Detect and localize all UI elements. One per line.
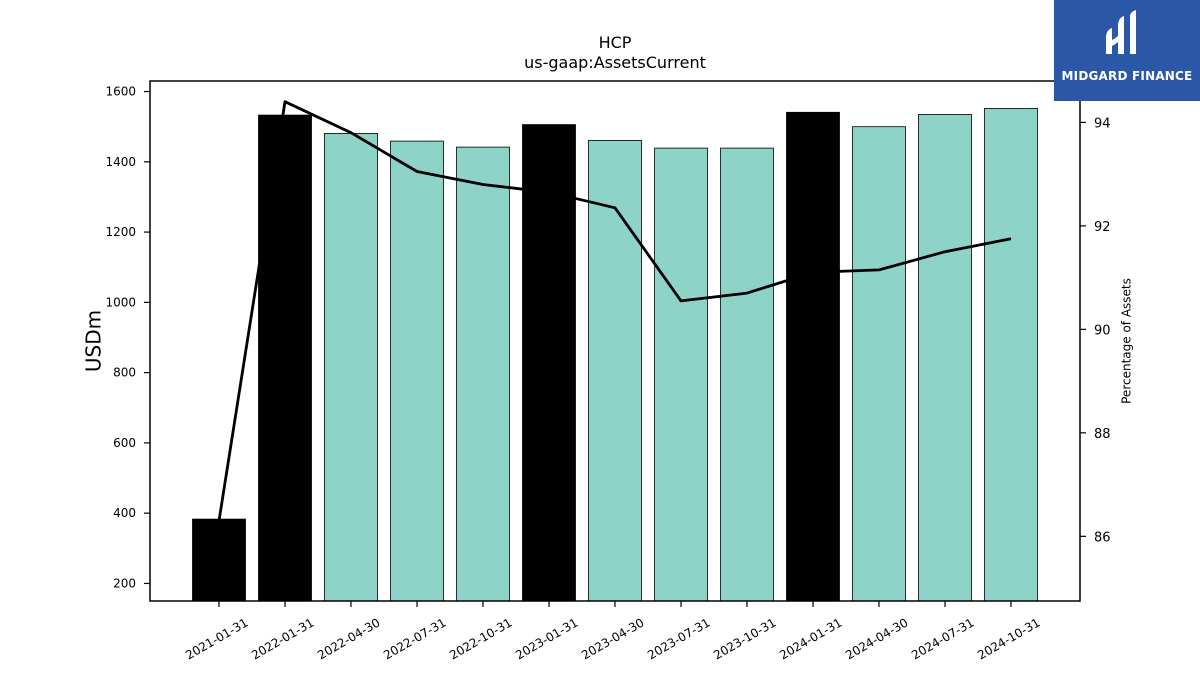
percentage-line-layer xyxy=(217,100,1012,522)
y-right-tick-label: 88 xyxy=(1094,427,1111,442)
y-axis-left: 200 400 600 800 1000 1200 1400 1600 xyxy=(105,85,150,590)
bar-2024-07-31 xyxy=(918,114,972,602)
bar-2024-01-31 xyxy=(786,111,840,602)
y-right-tick-label: 86 xyxy=(1094,530,1111,545)
y-right-tick-label: 90 xyxy=(1094,323,1111,338)
x-tick-label: 2023-01-31 xyxy=(513,615,580,662)
x-tick-label: 2024-01-31 xyxy=(777,615,844,662)
bar-2024-04-30 xyxy=(852,126,906,602)
percentage-line xyxy=(217,100,1012,522)
x-tick-label: 2022-01-31 xyxy=(249,615,316,662)
bar-2022-10-31 xyxy=(456,146,510,602)
x-tick-label: 2023-07-31 xyxy=(645,615,712,662)
bar-2022-04-30 xyxy=(324,132,378,602)
chart-subtitle: us-gaap:AssetsCurrent xyxy=(524,53,706,72)
bar-2022-01-31 xyxy=(258,114,312,602)
y-tick-label: 400 xyxy=(113,506,136,520)
y-tick-label: 200 xyxy=(113,576,136,590)
x-tick-label: 2022-07-31 xyxy=(381,615,448,662)
logo-mark-icon xyxy=(1106,10,1136,54)
x-tick-label: 2024-07-31 xyxy=(909,615,976,662)
x-tick-label: 2024-10-31 xyxy=(975,615,1042,662)
bars xyxy=(192,108,1038,602)
bar-2021-01-31 xyxy=(192,518,246,602)
bar-2023-04-30 xyxy=(588,139,642,602)
y-tick-label: 1400 xyxy=(105,155,136,169)
x-tick-label: 2023-10-31 xyxy=(711,615,778,662)
bar-2024-10-31 xyxy=(984,108,1038,602)
logo-text: MIDGARD FINANCE xyxy=(1061,69,1193,83)
y-tick-label: 600 xyxy=(113,436,136,450)
brand-logo: MIDGARD FINANCE xyxy=(1054,0,1200,101)
y-axis-label: USDm xyxy=(82,310,106,372)
x-tick-label: 2024-04-30 xyxy=(843,615,910,662)
bar-2023-07-31 xyxy=(654,147,708,602)
y-tick-label: 1600 xyxy=(105,85,136,99)
y-axis-right-label: Percentage of Assets xyxy=(1120,278,1134,404)
y-axis-right: 86 88 90 92 94 xyxy=(1080,116,1111,545)
bar-2022-07-31 xyxy=(390,140,444,602)
x-tick-label: 2022-04-30 xyxy=(315,615,382,662)
bar-2023-10-31 xyxy=(720,147,774,602)
chart-title: HCP xyxy=(599,33,632,52)
y-tick-label: 1000 xyxy=(105,295,136,309)
y-tick-label: 1200 xyxy=(105,225,136,239)
bar-2023-01-31 xyxy=(522,124,576,602)
y-tick-label: 800 xyxy=(113,366,136,380)
x-axis: 2021-01-312022-01-312022-04-302022-07-31… xyxy=(183,601,1043,662)
y-right-tick-label: 92 xyxy=(1094,220,1111,235)
x-tick-label: 2021-01-31 xyxy=(183,615,250,662)
y-right-tick-label: 94 xyxy=(1094,116,1111,131)
x-tick-label: 2022-10-31 xyxy=(447,615,514,662)
x-tick-label: 2023-04-30 xyxy=(579,615,646,662)
